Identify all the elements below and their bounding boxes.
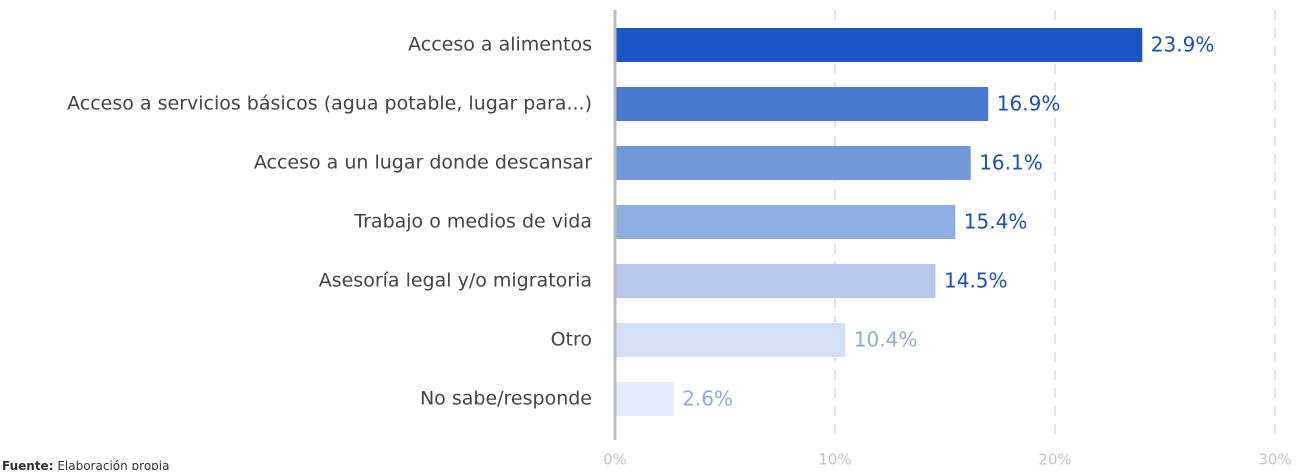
value-label: 16.9%: [997, 92, 1061, 116]
bar: [616, 87, 989, 121]
value-label: 10.4%: [854, 328, 918, 352]
category-label: No sabe/responde: [420, 388, 592, 410]
bar: [616, 382, 674, 416]
value-label: 23.9%: [1151, 33, 1215, 57]
category-label: Acceso a alimentos: [408, 34, 592, 56]
value-label: 2.6%: [682, 387, 733, 411]
bar: [616, 146, 971, 180]
x-tick-label: 10%: [818, 451, 851, 469]
x-tick-label: 0%: [603, 451, 627, 469]
value-label: 14.5%: [944, 269, 1008, 293]
bar: [616, 323, 846, 357]
category-label: Trabajo o medios de vida: [353, 211, 592, 233]
category-label: Acceso a un lugar donde descansar: [254, 152, 592, 174]
note: Fuente: Elaboración propia: [2, 459, 169, 471]
bar: [616, 28, 1143, 62]
note-label: Fuente:: [2, 459, 54, 471]
value-label: 15.4%: [964, 210, 1028, 234]
category-label: Acceso a servicios básicos (agua potable…: [67, 93, 592, 115]
x-tick-label: 30%: [1258, 451, 1291, 469]
x-tick-label: 20%: [1038, 451, 1071, 469]
value-label: 16.1%: [979, 151, 1043, 175]
category-label: Asesoría legal y/o migratoria: [319, 270, 592, 292]
note-text: Elaboración propia: [57, 459, 169, 471]
bar: [616, 264, 936, 298]
bar: [616, 205, 956, 239]
category-label: Otro: [551, 329, 592, 351]
